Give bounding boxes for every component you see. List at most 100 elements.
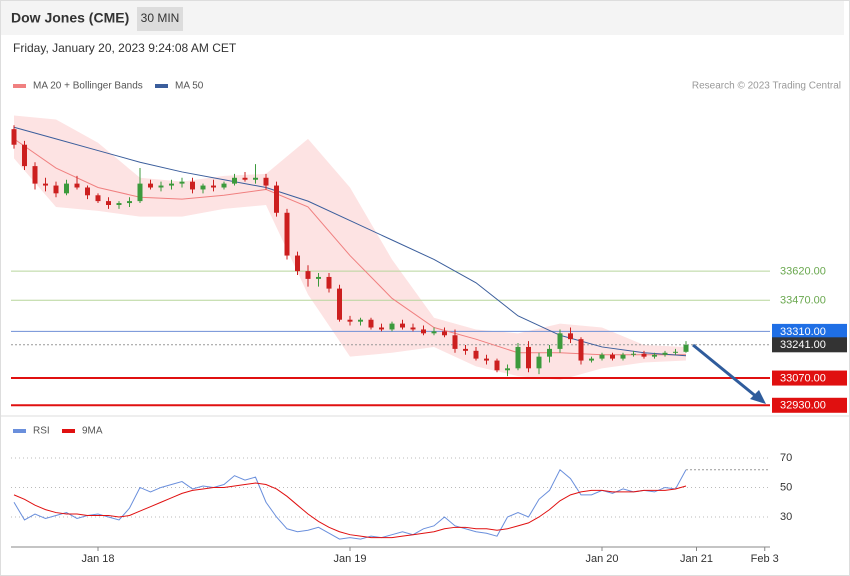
level-label-box — [772, 337, 847, 353]
legend-swatch — [13, 429, 26, 433]
candle-body — [536, 356, 542, 369]
x-tick-label: Jan 20 — [585, 553, 618, 565]
legend-label: MA 20 + Bollinger Bands — [33, 81, 143, 92]
candle-body — [452, 335, 458, 349]
candle-body — [326, 276, 332, 289]
candle-body — [473, 350, 479, 359]
y-tick-label: 30 — [780, 511, 792, 523]
candle-body — [274, 185, 279, 213]
candle-body — [32, 166, 38, 184]
candle-body — [589, 358, 594, 361]
candle-body — [673, 351, 678, 353]
x-tick-label: Jan 18 — [81, 553, 114, 565]
credit: Research © 2023 Trading Central — [692, 81, 841, 92]
x-tick-label: Jan 19 — [333, 553, 366, 565]
candle-body — [11, 129, 17, 145]
plot: MA 20 + Bollinger Bands MA 50 33620.00 3347… — [11, 81, 847, 565]
candle-body — [85, 187, 90, 196]
candle-body — [64, 183, 69, 194]
date: Friday, January 20, 2023 9:24:08 AM CET — [13, 41, 237, 55]
candle-body — [95, 195, 101, 202]
candle-body — [169, 183, 174, 186]
candle-body — [578, 339, 584, 361]
legend-label: MA 50 — [175, 81, 204, 92]
candle-body — [620, 354, 626, 359]
candle-body — [652, 354, 657, 357]
candle-body — [137, 183, 143, 202]
level-label: 33070.00 — [780, 372, 826, 384]
candle-body — [568, 333, 573, 340]
candle-body — [284, 212, 290, 256]
candle-body — [683, 344, 689, 352]
interval-button[interactable] — [137, 7, 183, 31]
title: Dow Jones (CME) — [11, 10, 129, 26]
candle-body — [610, 354, 615, 359]
candle-body — [74, 183, 80, 188]
level-label: 33241.00 — [780, 339, 826, 351]
candle-body — [347, 319, 353, 322]
candle-body — [463, 348, 468, 351]
legend-swatch — [62, 429, 75, 433]
legend-label: 9MA — [82, 426, 103, 437]
candle-body — [232, 177, 237, 184]
rsi-line — [13, 468, 687, 540]
candle-body — [211, 185, 216, 188]
candle-body — [242, 177, 248, 180]
legend-swatch — [155, 84, 168, 88]
candle-body — [148, 183, 153, 188]
y-tick-label: 70 — [780, 452, 792, 464]
candle-body — [379, 327, 384, 330]
candle-body — [641, 353, 647, 357]
candle-body — [305, 271, 311, 279]
level-label: 33620.00 — [780, 266, 826, 278]
level-label: 32930.00 — [780, 400, 826, 412]
legend-label: RSI — [33, 426, 50, 437]
candle-body — [221, 183, 227, 188]
level-label-box — [772, 397, 847, 413]
candle-body — [557, 333, 563, 349]
candle-body — [127, 201, 132, 204]
candle-body — [337, 288, 342, 320]
level-label: 33470.00 — [780, 295, 826, 307]
candle-body — [22, 144, 27, 167]
candle-body — [631, 353, 636, 355]
candle-body — [116, 203, 122, 205]
x-tick-label: Jan 21 — [680, 553, 713, 565]
legend-swatch — [13, 84, 26, 88]
y-tick-label: 50 — [780, 481, 792, 493]
candle-body — [505, 368, 510, 371]
candle-body — [526, 346, 531, 369]
ma-line — [13, 126, 687, 357]
level-label: 33310.00 — [780, 326, 826, 338]
candle-body — [53, 185, 59, 194]
candle-body — [547, 348, 552, 357]
interval-label[interactable]: 30 MIN — [141, 11, 180, 25]
candle-body — [368, 319, 374, 328]
candle-body — [400, 323, 405, 328]
candle-body — [158, 185, 164, 188]
candle-body — [442, 331, 447, 336]
candle-body — [263, 177, 269, 186]
candle-body — [484, 358, 489, 361]
candle-body — [253, 177, 258, 180]
level-label-box — [772, 370, 847, 386]
candle-body — [410, 327, 416, 330]
candle-body — [515, 346, 521, 369]
candle-body — [421, 329, 426, 334]
candle-body — [358, 319, 363, 322]
candle-body — [106, 201, 111, 205]
candle-body — [389, 323, 395, 330]
candle-body — [190, 181, 195, 190]
forecast-arrow-head — [750, 390, 766, 404]
candle-body — [316, 276, 321, 279]
candle-body — [43, 183, 48, 186]
rsi-line — [13, 482, 687, 539]
x-tick-label: Feb 3 — [751, 553, 779, 565]
candle-body — [599, 354, 605, 359]
candle-body — [179, 181, 185, 184]
candle-body — [431, 331, 437, 334]
candle-body — [200, 185, 206, 190]
